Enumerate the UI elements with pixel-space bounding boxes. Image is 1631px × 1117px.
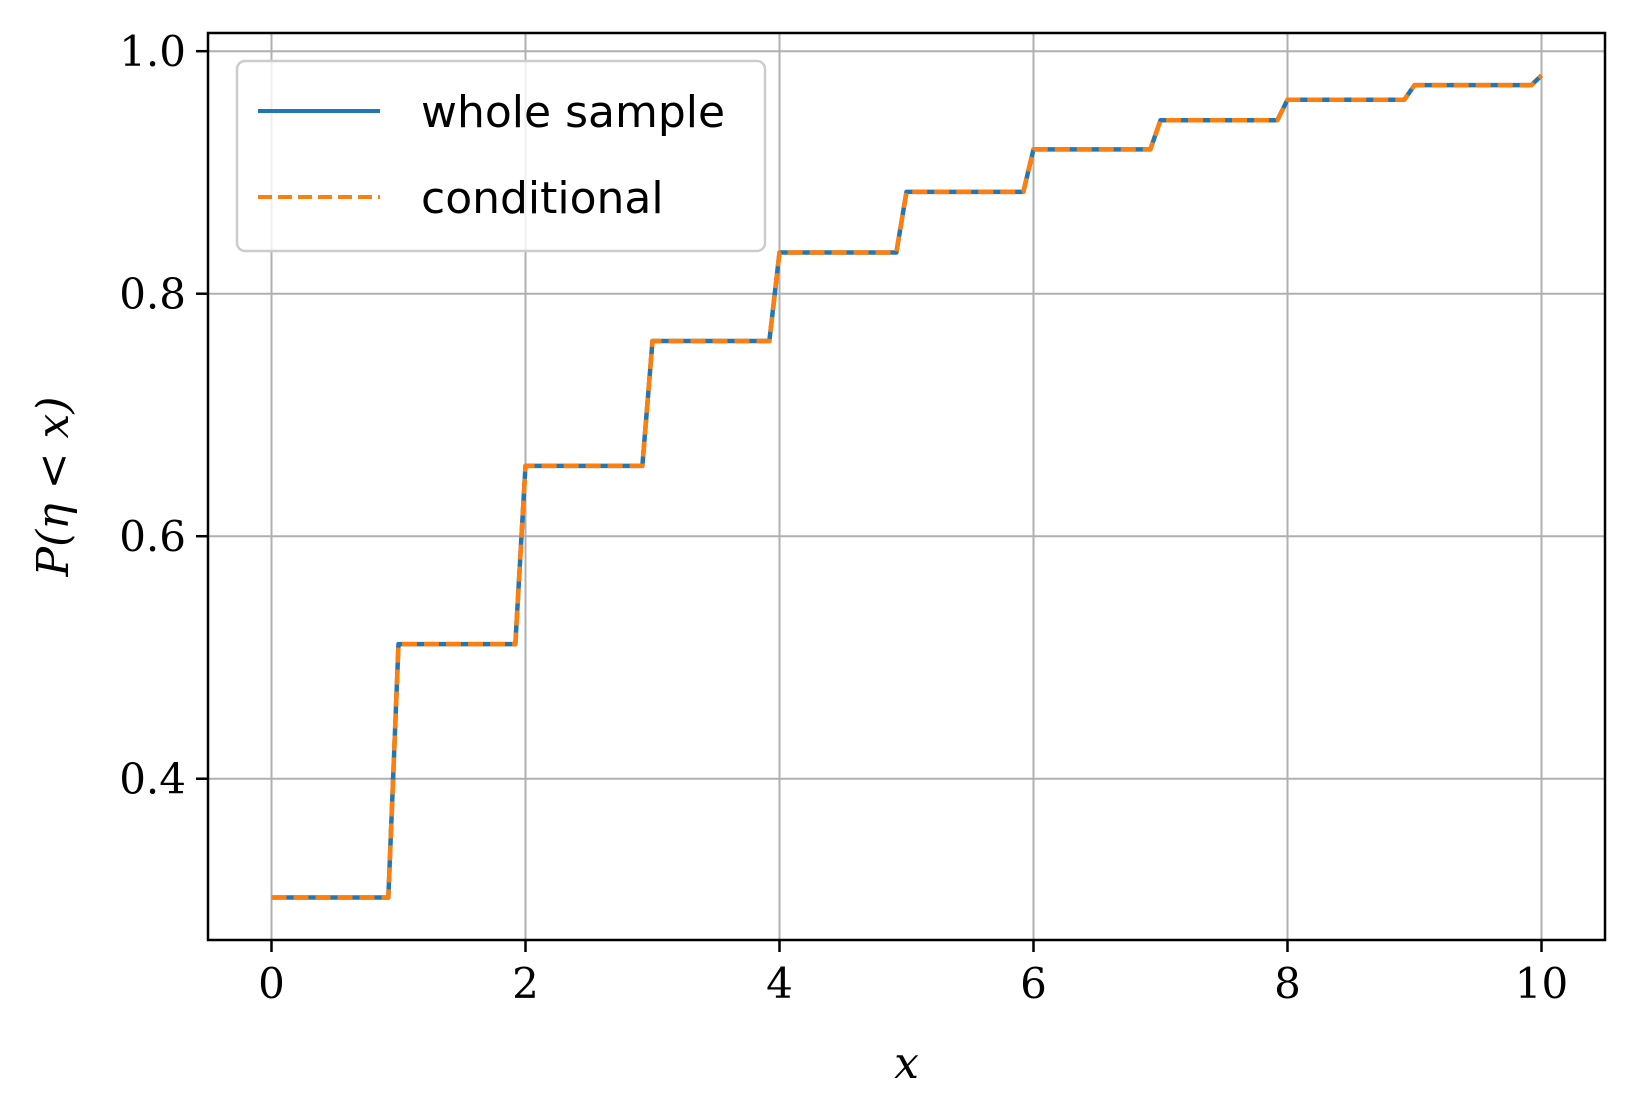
- y-tick-label: 1.0: [119, 27, 186, 76]
- legend: whole sample conditional: [235, 59, 767, 253]
- legend-box: [235, 59, 767, 253]
- ticks: 0 2 4 6 8 10 0.4 0.6 0.8 1.0: [119, 27, 1568, 1008]
- x-tick-label: 4: [766, 959, 793, 1008]
- x-tick-label: 10: [1515, 959, 1568, 1008]
- series-line-conditional: [271, 73, 1544, 900]
- series-group: [271, 73, 1544, 900]
- x-axis-label: x: [894, 1038, 919, 1089]
- x-tick-label: 0: [258, 959, 285, 1008]
- x-tick-label: 8: [1274, 959, 1301, 1008]
- x-tick-label: 2: [512, 959, 539, 1008]
- y-tick-label: 0.6: [119, 512, 186, 561]
- plot-frame: [206, 31, 1607, 942]
- y-tick-label: 0.4: [119, 755, 186, 804]
- legend-label-whole-sample: whole sample: [421, 87, 725, 138]
- y-axis-label: P(η < x): [28, 397, 79, 578]
- x-tick-label: 6: [1020, 959, 1047, 1008]
- y-tick-label: 0.8: [119, 270, 186, 319]
- legend-label-conditional: conditional: [421, 173, 664, 224]
